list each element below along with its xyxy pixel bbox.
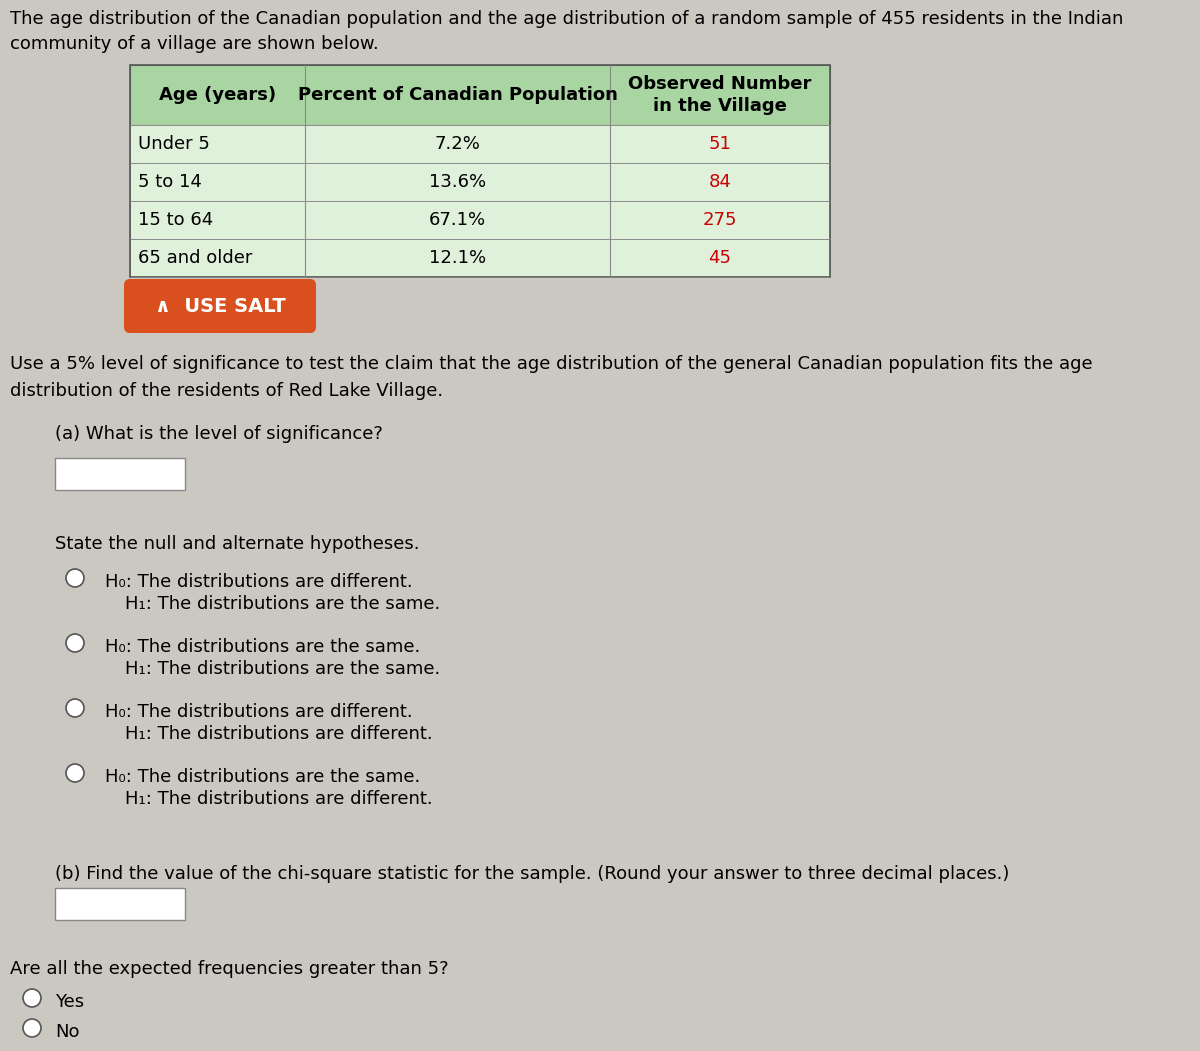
Text: 12.1%: 12.1% bbox=[428, 249, 486, 267]
Text: H₁: The distributions are different.: H₁: The distributions are different. bbox=[125, 790, 433, 808]
Text: H₁: The distributions are the same.: H₁: The distributions are the same. bbox=[125, 660, 440, 678]
Bar bbox=[130, 239, 830, 277]
Text: Observed Number
in the Village: Observed Number in the Village bbox=[629, 75, 811, 116]
Text: ∧  USE SALT: ∧ USE SALT bbox=[155, 296, 286, 315]
Text: (b) Find the value of the chi-square statistic for the sample. (Round your answe: (b) Find the value of the chi-square sta… bbox=[55, 865, 1009, 883]
Text: 275: 275 bbox=[703, 211, 737, 229]
Text: 7.2%: 7.2% bbox=[434, 135, 480, 153]
Text: Age (years): Age (years) bbox=[158, 86, 276, 104]
Text: 5 to 14: 5 to 14 bbox=[138, 173, 202, 191]
Circle shape bbox=[66, 634, 84, 652]
Text: H₀: The distributions are the same.: H₀: The distributions are the same. bbox=[106, 768, 420, 786]
Circle shape bbox=[23, 989, 41, 1007]
Text: 13.6%: 13.6% bbox=[428, 173, 486, 191]
Text: Use a 5% level of significance to test the claim that the age distribution of th: Use a 5% level of significance to test t… bbox=[10, 355, 1093, 373]
Text: 67.1%: 67.1% bbox=[428, 211, 486, 229]
Circle shape bbox=[66, 764, 84, 782]
Text: (a) What is the level of significance?: (a) What is the level of significance? bbox=[55, 425, 383, 444]
Text: The age distribution of the Canadian population and the age distribution of a ra: The age distribution of the Canadian pop… bbox=[10, 11, 1123, 28]
Text: 45: 45 bbox=[708, 249, 732, 267]
Text: 84: 84 bbox=[708, 173, 732, 191]
Circle shape bbox=[66, 569, 84, 588]
Text: H₁: The distributions are the same.: H₁: The distributions are the same. bbox=[125, 595, 440, 613]
Text: H₀: The distributions are different.: H₀: The distributions are different. bbox=[106, 573, 413, 591]
FancyBboxPatch shape bbox=[124, 279, 316, 333]
Text: No: No bbox=[55, 1023, 79, 1040]
Text: H₁: The distributions are different.: H₁: The distributions are different. bbox=[125, 725, 433, 743]
Text: H₀: The distributions are the same.: H₀: The distributions are the same. bbox=[106, 638, 420, 656]
Text: Under 5: Under 5 bbox=[138, 135, 210, 153]
Bar bbox=[130, 65, 830, 277]
Bar bbox=[130, 163, 830, 201]
Bar bbox=[55, 888, 185, 920]
Bar bbox=[130, 201, 830, 239]
Text: Are all the expected frequencies greater than 5?: Are all the expected frequencies greater… bbox=[10, 960, 449, 978]
Text: distribution of the residents of Red Lake Village.: distribution of the residents of Red Lak… bbox=[10, 382, 443, 400]
Text: 51: 51 bbox=[708, 135, 732, 153]
Circle shape bbox=[66, 699, 84, 717]
Bar bbox=[55, 458, 185, 490]
Text: 15 to 64: 15 to 64 bbox=[138, 211, 214, 229]
Text: 65 and older: 65 and older bbox=[138, 249, 252, 267]
Text: State the null and alternate hypotheses.: State the null and alternate hypotheses. bbox=[55, 535, 420, 553]
Circle shape bbox=[23, 1019, 41, 1037]
Bar bbox=[130, 65, 830, 125]
Text: Yes: Yes bbox=[55, 993, 84, 1011]
Text: H₀: The distributions are different.: H₀: The distributions are different. bbox=[106, 703, 413, 721]
Text: Percent of Canadian Population: Percent of Canadian Population bbox=[298, 86, 618, 104]
Text: community of a village are shown below.: community of a village are shown below. bbox=[10, 35, 379, 53]
Bar bbox=[130, 125, 830, 163]
